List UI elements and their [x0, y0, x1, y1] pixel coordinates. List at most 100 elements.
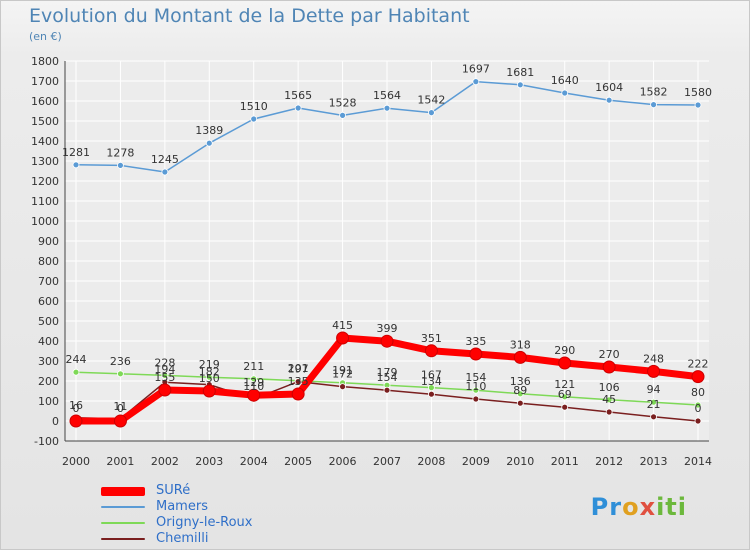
- legend-item-origny: Origny-le-Roux: [101, 515, 252, 531]
- x-tick-label: 2012: [595, 455, 623, 468]
- data-label-2: 244: [66, 353, 87, 366]
- data-label-1: 1564: [373, 89, 401, 102]
- series-point-2: [72, 368, 80, 376]
- series-point-0: [69, 414, 83, 428]
- data-label-1: 1542: [417, 94, 445, 107]
- series-point-2: [161, 371, 169, 379]
- data-label-3: 45: [602, 393, 616, 406]
- series-point-2: [472, 386, 480, 394]
- y-tick-label: 800: [38, 255, 59, 268]
- series-point-1: [561, 89, 569, 97]
- data-label-2: 228: [154, 356, 175, 369]
- data-label-3: 197: [288, 363, 309, 376]
- data-label-2: 201: [288, 362, 309, 375]
- series-point-2: [516, 390, 524, 398]
- legend-swatch-origny: [101, 522, 145, 524]
- series-point-0: [424, 344, 438, 358]
- data-label-2: 219: [199, 358, 220, 371]
- series-point-1: [516, 81, 524, 89]
- series-point-3: [650, 413, 657, 421]
- x-tick-label: 2011: [551, 455, 579, 468]
- series-point-1: [428, 109, 435, 116]
- series-point-0: [647, 364, 661, 378]
- y-tick-label: 1700: [31, 75, 59, 88]
- legend-label-origny: Origny-le-Roux: [156, 515, 253, 530]
- x-tick-label: 2000: [62, 455, 90, 468]
- data-label-2: 106: [599, 381, 620, 394]
- data-label-2: 179: [377, 366, 398, 379]
- series-point-1: [205, 139, 213, 147]
- chart-title: Evolution du Montant de la Dette par Hab…: [29, 5, 470, 27]
- data-label-1: 1281: [62, 146, 90, 159]
- data-label-0: 155: [154, 371, 175, 384]
- legend-label-sure: SURé: [156, 483, 191, 498]
- x-tick-label: 2009: [462, 455, 490, 468]
- series-point-1: [650, 101, 657, 108]
- data-label-3: 16: [69, 399, 83, 412]
- data-label-0: 290: [554, 344, 575, 357]
- data-label-3: 11: [113, 400, 127, 413]
- data-label-1: 1640: [551, 74, 579, 87]
- data-label-0: 351: [421, 332, 442, 345]
- y-tick-label: 900: [38, 235, 59, 248]
- data-label-0: 150: [199, 372, 220, 385]
- series-point-0: [602, 360, 616, 374]
- series-point-3: [561, 403, 569, 411]
- y-tick-label: 1800: [31, 55, 59, 68]
- data-label-3: 172: [332, 368, 353, 381]
- x-tick-label: 2007: [373, 455, 401, 468]
- data-label-1: 1565: [284, 89, 312, 102]
- legend: SURé Mamers Origny-le-Roux Chemilli: [101, 483, 252, 547]
- series-point-2: [205, 373, 213, 381]
- data-label-3: 154: [377, 371, 398, 384]
- series-point-0: [380, 334, 394, 348]
- x-tick-label: 2010: [506, 455, 534, 468]
- data-label-2: 236: [110, 355, 131, 368]
- series-point-2: [428, 384, 435, 392]
- series-point-0: [158, 383, 172, 397]
- data-label-0: 222: [688, 358, 709, 371]
- y-tick-label: 1000: [31, 215, 59, 228]
- y-tick-label: 1100: [31, 195, 59, 208]
- data-label-0: 135: [288, 375, 309, 388]
- y-tick-label: 0: [52, 415, 59, 428]
- x-tick-label: 2013: [640, 455, 668, 468]
- x-tick-label: 2001: [106, 455, 134, 468]
- x-tick-label: 2006: [329, 455, 357, 468]
- y-tick-label: -100: [34, 435, 59, 448]
- series-point-0: [336, 331, 350, 345]
- data-label-3: 21: [647, 398, 661, 411]
- data-label-0: 0: [117, 402, 124, 415]
- series-point-0: [291, 387, 305, 401]
- series-point-0: [469, 347, 483, 361]
- data-label-1: 1604: [595, 81, 623, 94]
- data-label-1: 1278: [106, 146, 134, 159]
- series-point-0: [247, 388, 261, 402]
- data-label-1: 1528: [329, 96, 357, 109]
- series-point-0: [513, 350, 527, 364]
- data-label-2: 167: [421, 369, 442, 382]
- y-tick-label: 1300: [31, 155, 59, 168]
- data-label-1: 1681: [506, 66, 534, 79]
- series-point-1: [383, 104, 391, 112]
- data-label-2: 94: [647, 383, 661, 396]
- x-tick-label: 2004: [240, 455, 268, 468]
- x-tick-label: 2003: [195, 455, 223, 468]
- data-label-1: 1510: [240, 100, 268, 113]
- data-label-2: 136: [510, 375, 531, 388]
- series-point-1: [694, 101, 702, 109]
- data-label-3: 134: [421, 375, 442, 388]
- data-label-0: 270: [599, 348, 620, 361]
- series-point-2: [117, 370, 124, 378]
- x-tick-label: 2008: [417, 455, 445, 468]
- series-point-1: [294, 104, 302, 112]
- legend-item-sure: SURé: [101, 483, 252, 499]
- y-tick-label: 1200: [31, 175, 59, 188]
- series-point-3: [339, 383, 346, 391]
- series-point-3: [605, 408, 613, 416]
- series-point-1: [117, 161, 124, 169]
- series-point-2: [694, 401, 702, 409]
- legend-swatch-sure: [101, 486, 145, 496]
- series-point-3: [383, 386, 391, 394]
- series-point-0: [558, 356, 572, 370]
